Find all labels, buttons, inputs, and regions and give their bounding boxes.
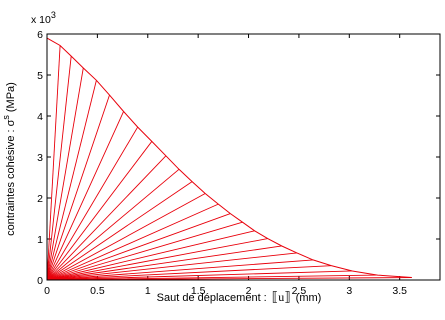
radial-line: [46, 203, 219, 281]
radial-line: [46, 67, 84, 281]
radial-line: [46, 94, 110, 281]
x-tick-label: 1: [145, 285, 151, 297]
x-tick-label: 2.5: [292, 285, 307, 297]
y-tick-label: 0: [37, 275, 43, 287]
envelope-curve: [46, 37, 412, 278]
radial-line: [46, 181, 193, 281]
radial-line: [46, 45, 61, 281]
radial-line: [46, 221, 243, 281]
x-tick-label: 2: [246, 285, 252, 297]
y-tick-label: 1: [37, 234, 43, 246]
radial-line: [46, 259, 314, 281]
x-tick-label: 3.5: [392, 285, 407, 297]
plot-frame: [46, 33, 441, 281]
radial-line: [46, 245, 282, 281]
radial-line: [46, 230, 255, 281]
x-tick-label: 3: [346, 285, 352, 297]
radial-line: [46, 111, 124, 281]
y-tick-label: 3: [37, 152, 43, 164]
y-tick-label: 6: [37, 29, 43, 41]
radial-line: [46, 155, 167, 281]
radial-line: [46, 168, 180, 281]
y-multiplier: x 103: [31, 10, 56, 26]
radial-line: [46, 56, 72, 281]
radial-line: [46, 213, 231, 281]
plot-lines: [46, 37, 412, 281]
x-tick-label: 0: [44, 285, 50, 297]
radial-line: [46, 252, 297, 281]
radial-line: [46, 270, 353, 281]
radial-line: [46, 193, 206, 281]
radial-line: [46, 126, 139, 281]
x-tick-label: 0.5: [90, 285, 105, 297]
radial-line: [46, 238, 268, 281]
y-axis-title: contraintes cohésive : σs(MPa): [1, 82, 17, 236]
x-axis-title: Saut de déplacement : ⟦u⟧ (mm): [157, 289, 322, 304]
y-tick-label: 2: [37, 193, 43, 205]
y-tick-label: 5: [37, 70, 43, 82]
y-tick-label: 4: [37, 111, 43, 123]
radial-line: [46, 265, 332, 281]
tick-labels: 0 0.5 1 1.5 2 2.5 3 3.5 0 1 2 3 4 5 6: [37, 29, 407, 297]
radial-line: [46, 141, 153, 281]
x-tick-label: 1.5: [191, 285, 206, 297]
radial-line: [46, 80, 97, 281]
